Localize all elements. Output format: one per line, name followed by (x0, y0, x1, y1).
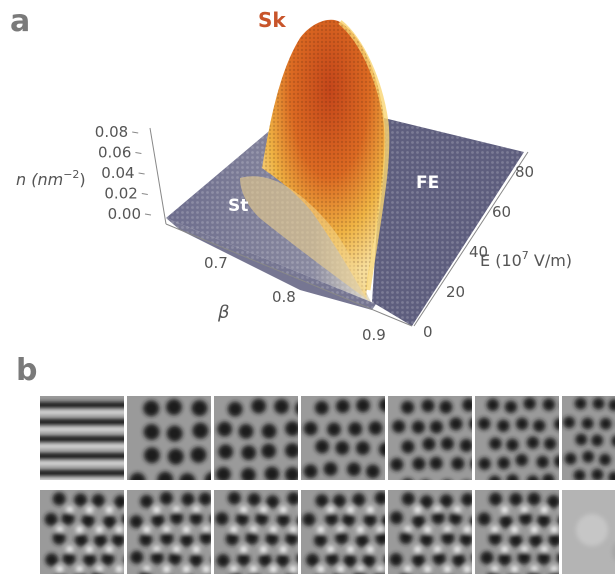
domain-image-cell (127, 396, 211, 480)
z-tick-mark (132, 131, 139, 134)
beta-tick-labels: 0.7 0.8 0.9 (204, 254, 386, 344)
peak-base-glow (240, 176, 368, 300)
z-tick-mark (144, 213, 152, 216)
z-tick-mark (141, 193, 148, 195)
panel-a-label: a (10, 4, 31, 39)
region-label-sk: Sk (258, 8, 286, 32)
z-tick-mark (138, 172, 145, 175)
z-axis-label: n (nm−2) (16, 168, 86, 189)
beta-tick-label: 0.7 (204, 254, 228, 272)
e-tick-label: 40 (469, 243, 488, 261)
domain-image-cell (562, 396, 615, 480)
e-tick-label: 60 (492, 203, 511, 221)
domain-image-cell (40, 396, 124, 480)
e-tick-label: 80 (515, 163, 534, 181)
z-tick-mark (135, 152, 142, 154)
floor-right-texture (372, 118, 524, 326)
beta-tick-label: 0.9 (362, 326, 386, 344)
domain-image-cell (562, 490, 615, 574)
region-label-st: St (228, 196, 248, 216)
beta-tick-label: 0.8 (272, 288, 296, 306)
z-tick-labels: 0.00 0.02 0.04 0.06 0.08 (95, 123, 152, 223)
domain-image-cell (388, 490, 472, 574)
domain-image-cell (301, 396, 385, 480)
z-axis (149, 127, 167, 225)
skyrmion-peak-texture (262, 19, 386, 298)
e-tick-label: 0 (423, 323, 433, 341)
beta-axis-label: β (217, 302, 230, 323)
beta-axis-line (165, 223, 413, 327)
domain-image-cell (214, 490, 298, 574)
domain-image-cell (301, 490, 385, 574)
z-tick-label: 0.04 (101, 164, 134, 182)
z-tick-label: 0.06 (98, 144, 131, 162)
z-tick-label: 0.08 (95, 123, 128, 141)
domain-image-cell (388, 396, 472, 480)
z-tick-label: 0.02 (104, 185, 137, 203)
e-tick-label: 20 (446, 283, 465, 301)
domain-image-grid (40, 396, 615, 574)
surface-plot-3d: 0.00 0.02 0.04 0.06 0.08 0.7 0.8 0.9 0 20 40 60 80… (16, 8, 572, 344)
domain-image-cell (475, 396, 559, 480)
z-tick-label: 0.00 (108, 205, 141, 223)
domain-image-cell (40, 490, 124, 574)
e-axis-label: E (107 V/m) (480, 249, 572, 270)
panel-b-label: b (16, 353, 38, 388)
region-label-fe: FE (416, 173, 439, 193)
domain-image-cell (127, 490, 211, 574)
e-tick-labels: 0 20 40 60 80 (423, 163, 534, 341)
domain-image-cell (475, 490, 559, 574)
e-axis-line (413, 151, 529, 327)
domain-image-cell (214, 396, 298, 480)
